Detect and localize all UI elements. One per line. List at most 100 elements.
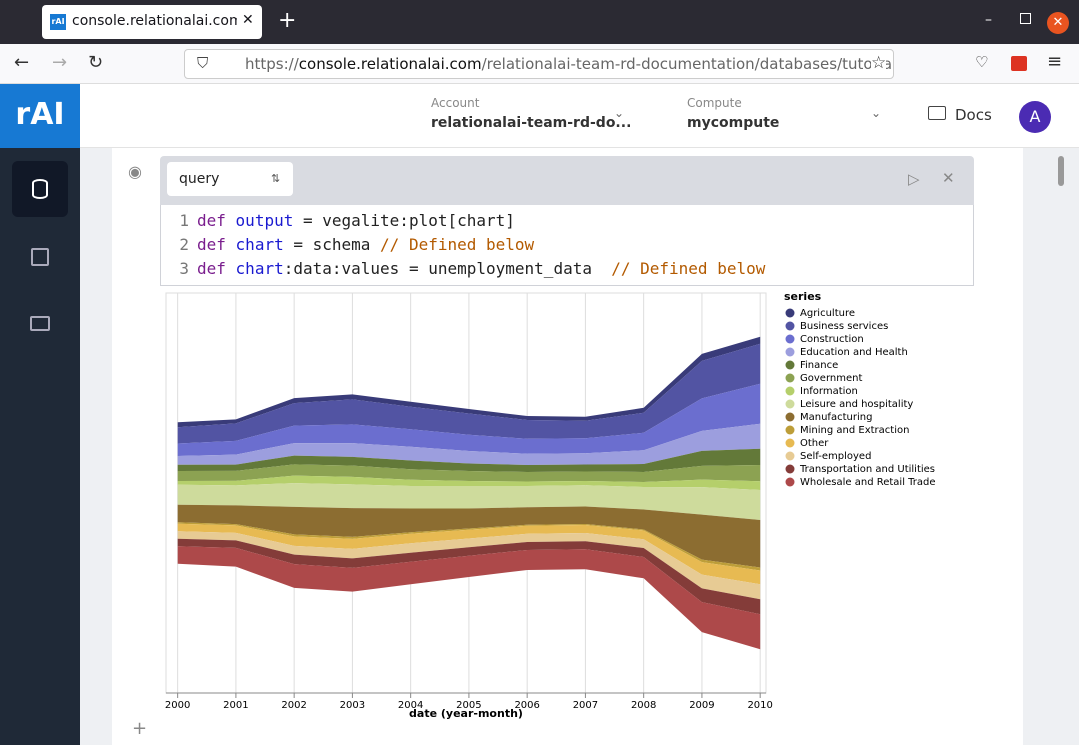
legend-label: Agriculture bbox=[800, 308, 855, 319]
comment: // Defined below bbox=[380, 235, 535, 254]
line-number: 2 bbox=[179, 235, 189, 254]
x-tick-label: 2002 bbox=[281, 700, 306, 711]
url-path: /relationalai-team-rd-documentation/data… bbox=[481, 55, 894, 73]
bookmark[interactable]: ☆ bbox=[871, 53, 887, 73]
database-icon bbox=[32, 179, 48, 199]
legend-swatch bbox=[785, 334, 795, 344]
code: :data:values = unemployment_data bbox=[283, 259, 612, 278]
legend-swatch bbox=[785, 464, 795, 474]
docs-icon bbox=[928, 106, 946, 120]
x-axis-title: date (year-month) bbox=[409, 707, 523, 720]
code-line: def chart = schema // Defined below bbox=[197, 235, 534, 254]
x-tick-label: 2001 bbox=[223, 700, 248, 711]
url-bar[interactable]: ⛉ https://console.relationalai.com/relat… bbox=[184, 49, 894, 79]
comment: // Defined below bbox=[611, 259, 766, 278]
stream-area bbox=[177, 504, 761, 568]
legend-label: Finance bbox=[800, 360, 838, 371]
legend-swatch bbox=[785, 451, 795, 461]
legend-label: Mining and Extraction bbox=[800, 425, 909, 436]
nav-databases[interactable] bbox=[12, 161, 68, 217]
visibility-toggle[interactable]: ◉ bbox=[128, 162, 142, 181]
identifier: chart bbox=[235, 235, 284, 254]
back[interactable]: ← bbox=[14, 52, 30, 73]
legend-label: Information bbox=[800, 386, 858, 397]
legend-swatch bbox=[785, 321, 795, 331]
legend-label: Education and Health bbox=[800, 347, 908, 358]
legend-label: Self-employed bbox=[800, 451, 871, 462]
run-button[interactable]: ▷ bbox=[908, 170, 920, 188]
nav-console[interactable] bbox=[30, 316, 50, 331]
line-number: 1 bbox=[179, 211, 189, 230]
legend-swatch bbox=[785, 412, 795, 422]
compute-value[interactable]: mycompute bbox=[687, 115, 780, 131]
compute-label: Compute bbox=[687, 96, 742, 110]
menu[interactable]: ≡ bbox=[1047, 51, 1063, 72]
x-tick-label: 2004 bbox=[398, 700, 423, 711]
legend-swatch bbox=[785, 373, 795, 383]
add-cell[interactable]: + bbox=[132, 718, 148, 739]
extension[interactable] bbox=[1011, 56, 1027, 71]
tab-title: console.relationalai.com/ bbox=[72, 13, 237, 29]
sidebar bbox=[0, 148, 80, 745]
keyword: def bbox=[197, 211, 226, 230]
legend-swatch bbox=[785, 360, 795, 370]
browser-tab[interactable]: rAI console.relationalai.com/ ✕ bbox=[42, 5, 262, 39]
account-chevron[interactable]: ⌄ bbox=[614, 106, 625, 120]
cell-type-select[interactable]: query ⇅ bbox=[167, 162, 293, 196]
legend-swatch bbox=[785, 386, 795, 396]
code: = schema bbox=[283, 235, 381, 254]
x-tick-label: 2005 bbox=[456, 700, 481, 711]
identifier: chart bbox=[235, 259, 284, 278]
tab-close[interactable]: ✕ bbox=[242, 12, 254, 28]
maximize[interactable] bbox=[1020, 13, 1031, 24]
x-tick-label: 2010 bbox=[747, 700, 772, 711]
account-value[interactable]: relationalai-team-rd-do... bbox=[431, 115, 632, 131]
keyword: def bbox=[197, 259, 226, 278]
stream-area bbox=[177, 475, 761, 490]
legend-swatch bbox=[785, 438, 795, 448]
close-cell[interactable]: ✕ bbox=[942, 169, 955, 187]
legend-label: Manufacturing bbox=[800, 412, 872, 423]
legend-label: Business services bbox=[800, 321, 888, 332]
legend-swatch bbox=[785, 477, 795, 487]
new-tab[interactable]: + bbox=[278, 8, 297, 33]
pocket[interactable]: ♡ bbox=[975, 53, 989, 71]
legend-title: series bbox=[784, 290, 822, 303]
legend-label: Leisure and hospitality bbox=[800, 399, 913, 410]
close-window[interactable]: ✕ bbox=[1047, 12, 1069, 34]
minimize[interactable]: – bbox=[985, 12, 992, 28]
chart: date (year-month) 2000 2001 2002 2003 2004 20… bbox=[165, 290, 936, 720]
url-host: console.relationalai.com bbox=[298, 55, 482, 73]
legend-label: Wholesale and Retail Trade bbox=[800, 477, 936, 488]
stream-area bbox=[177, 523, 761, 585]
select-arrows: ⇅ bbox=[271, 172, 281, 185]
stream-area bbox=[177, 343, 761, 444]
reload[interactable]: ↻ bbox=[88, 52, 104, 73]
x-tick-label: 2009 bbox=[689, 700, 714, 711]
legend-label: Other bbox=[800, 438, 829, 449]
stream-area bbox=[177, 423, 761, 465]
compute-chevron[interactable]: ⌄ bbox=[871, 106, 882, 120]
shield-icon: ⛉ bbox=[197, 54, 209, 72]
stream-area bbox=[177, 538, 761, 615]
legend-label: Government bbox=[800, 373, 862, 384]
avatar[interactable]: A bbox=[1019, 101, 1051, 133]
x-tick-label: 2008 bbox=[631, 700, 656, 711]
x-tick-label: 2007 bbox=[573, 700, 598, 711]
forward[interactable]: → bbox=[52, 52, 68, 73]
cell-type: query bbox=[179, 171, 220, 187]
legend-label: Transportation and Utilities bbox=[799, 464, 935, 475]
logo[interactable]: rAI bbox=[0, 84, 80, 148]
nav-compute[interactable] bbox=[31, 248, 49, 266]
account-label: Account bbox=[431, 96, 480, 110]
stream-area bbox=[177, 383, 761, 456]
code: = vegalite:plot[chart] bbox=[293, 211, 515, 230]
code-line: def output = vegalite:plot[chart] bbox=[197, 211, 515, 230]
scrollbar[interactable] bbox=[1058, 156, 1064, 186]
x-tick-label: 2000 bbox=[165, 700, 190, 711]
code-editor[interactable]: 1 def output = vegalite:plot[chart] 2 de… bbox=[160, 205, 974, 286]
docs-link[interactable]: Docs bbox=[955, 106, 992, 124]
legend-swatch bbox=[785, 308, 795, 318]
stream-area bbox=[177, 336, 761, 428]
